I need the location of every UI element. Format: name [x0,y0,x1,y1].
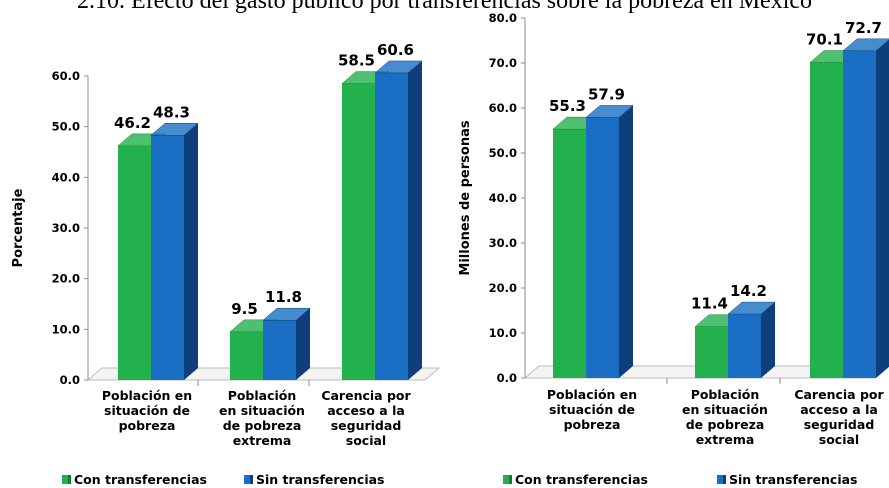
category-label: Carencia por [794,387,884,402]
category-label: seguridad [331,418,402,433]
category-label: social [819,432,859,447]
y-tick-label: 60.0 [52,69,80,83]
data-label: 9.5 [231,300,258,318]
bar [151,135,184,380]
legend-label: Sin transferencias [729,472,857,487]
category-label: en situación [219,403,305,418]
bar [586,117,619,378]
category-label: Población en [547,387,637,402]
bar-side [184,123,198,380]
category-label: extrema [233,433,292,448]
category-label: Población en [102,388,192,403]
legend-swatch-shade [723,475,726,484]
legend-swatch [244,475,253,484]
data-label: 46.2 [114,114,151,132]
bar-side [408,60,422,381]
bar-top [585,105,634,118]
data-label: 60.6 [377,41,414,59]
bar-top [150,123,199,136]
category-label: social [346,433,386,448]
y-tick-label: 50.0 [52,120,80,134]
category-label: Carencia por [321,388,411,403]
data-label: 11.8 [265,288,302,306]
bar-side [619,105,633,378]
legend-swatch [62,475,71,484]
bar [810,62,843,379]
category-label: acceso a la [800,402,878,417]
bar [728,314,761,378]
legend-swatch-shade [68,475,71,484]
bar [118,145,151,380]
y-tick-label: 40.0 [489,191,517,205]
data-label: 48.3 [153,103,190,121]
y-tick-label: 60.0 [489,101,517,115]
y-tick-label: 40.0 [52,170,80,184]
legend-swatch [503,475,512,484]
bar [695,326,728,378]
category-label: situación de [104,403,190,418]
y-tick-label: 30.0 [52,221,80,235]
category-label: extrema [696,432,755,447]
bar [375,72,408,381]
data-label: 70.1 [806,31,843,49]
chart-left: 0.0 10.0 20.0 30.0 40.0 50.0 60.0 Porcentaje 46.… [11,41,441,487]
y-tick-label: 50.0 [489,146,517,160]
y-tick-label: 0.0 [60,373,80,387]
category-label: acceso a la [327,403,405,418]
y-tick-label: 80.0 [489,11,517,25]
bar [553,129,586,378]
legend-label: Sin transferencias [256,472,384,487]
chart-right: 0.0 10.0 20.0 30.0 40.0 50.0 60.0 70.0 80.0 Millo… [458,11,889,487]
bar [342,83,375,380]
page-title: 2.10. Efecto del gasto público por trans… [76,0,813,14]
legend-swatch-shade [250,475,253,484]
y-axis-label: Millones de personas [458,120,473,275]
data-label: 57.9 [588,85,625,103]
bar-top [842,38,889,52]
category-label: pobreza [119,418,176,433]
category-label: pobreza [564,417,621,432]
category-label: de pobreza [686,417,765,432]
y-tick-label: 10.0 [489,326,517,340]
category-label: en situación [682,402,768,417]
data-label: 55.3 [549,97,586,115]
bar-side [876,39,889,378]
legend-swatch [717,475,726,484]
y-axis-label: Porcentaje [11,188,26,267]
category-label: Población [228,388,297,403]
bar [263,320,296,380]
data-label: 58.5 [338,52,375,70]
category-label: seguridad [804,417,875,432]
y-tick-label: 20.0 [489,281,517,295]
data-label: 72.7 [845,19,882,37]
category-label: Población [691,387,760,402]
y-tick-label: 30.0 [489,236,517,250]
bar-top [727,301,776,315]
legend-swatch-shade [509,475,512,484]
y-tick-label: 20.0 [52,272,80,286]
y-tick-label: 0.0 [497,371,517,385]
legend-label: Con transferencias [515,472,648,487]
bar-top [262,307,311,321]
legend-label: Con transferencias [74,472,207,487]
bar-side [761,302,775,378]
category-label: situación de [549,402,635,417]
bar [230,331,263,380]
bar-side [296,308,310,380]
y-tick-label: 70.0 [489,56,517,70]
y-tick-label: 10.0 [52,322,80,336]
bar-top [374,60,423,74]
category-label: de pobreza [223,418,302,433]
data-label: 11.4 [691,295,728,313]
data-label: 14.2 [730,282,767,300]
bar [843,50,876,378]
